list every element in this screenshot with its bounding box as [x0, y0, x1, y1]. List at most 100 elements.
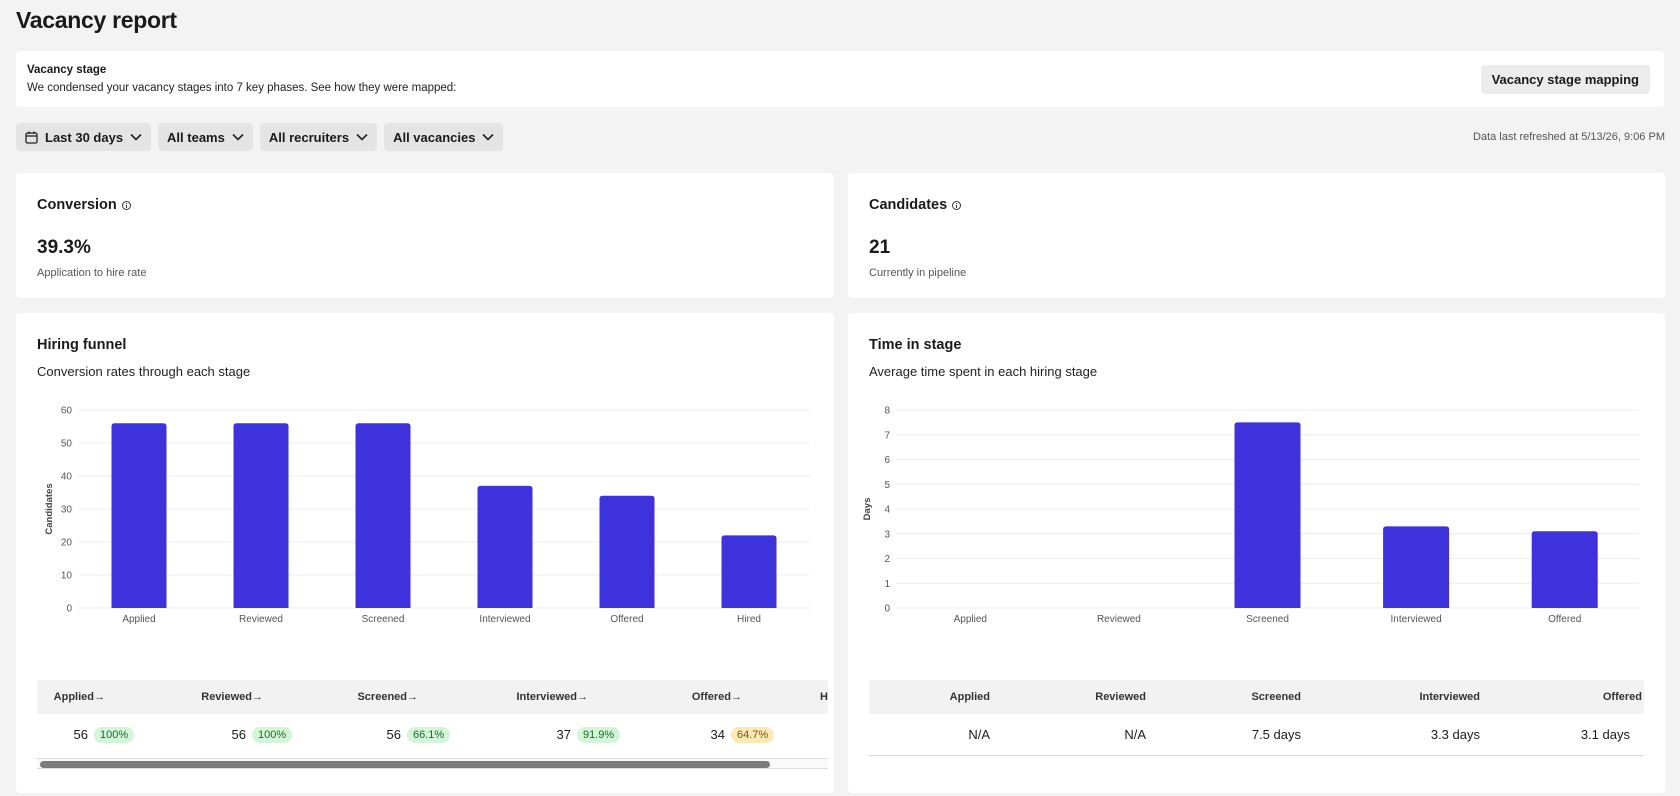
column-header-interviewed: Interviewed: [1419, 691, 1480, 703]
column-header-h: H: [820, 691, 828, 703]
vacancy-stage-mapping-button[interactable]: Vacancy stage mapping: [1480, 65, 1650, 94]
y-tick-label: 5: [884, 480, 890, 491]
calendar-icon: [25, 131, 38, 144]
bar-interviewed: [477, 485, 533, 608]
page-title: Vacancy report: [16, 7, 177, 33]
info-icon[interactable]: [952, 200, 962, 210]
chevron-down-icon: [356, 133, 368, 141]
y-tick-label: 7: [884, 430, 890, 441]
x-tick-label: Applied: [954, 614, 987, 625]
conversion-title: Conversion: [37, 197, 117, 213]
teams-filter[interactable]: All teams: [158, 123, 253, 151]
data-refreshed-text: Data last refreshed at 5/13/26, 9:06 PM: [1472, 131, 1665, 143]
y-tick-label: 40: [61, 472, 73, 483]
y-tick-label: 0: [884, 604, 890, 615]
recruiters-filter[interactable]: All recruiters: [259, 123, 378, 151]
vacancy-stage-banner: Vacancy stage We condensed your vacancy …: [16, 51, 1664, 107]
time-table-header: Applied Reviewed Screened Interviewed Offere…: [869, 680, 1644, 714]
horizontal-scrollbar[interactable]: [37, 758, 828, 769]
column-header-screened: Screened: [1251, 691, 1301, 703]
time-in-stage-title: Time in stage: [869, 337, 962, 353]
conversion-rate-cell: 100%: [252, 714, 322, 755]
arrow-icon: →: [577, 691, 588, 703]
bar-offered: [599, 495, 655, 608]
y-tick-label: 0: [66, 604, 72, 615]
conversion-rate-cell: 66.1%: [407, 714, 482, 755]
bar-applied: [111, 423, 167, 608]
time-in-stage-table: Applied Reviewed Screened Interviewed Offere…: [869, 680, 1644, 756]
count-cell: [810, 714, 828, 755]
table-row: N/A N/A 7.5 days 3.3 days 3.1 days: [869, 714, 1644, 755]
funnel-table-header: Applied → Reviewed → Screened → Interviewed → Of…: [37, 680, 828, 714]
table-row: 56 100% 56 100% 56 66.1% 37 91.9% 34 64.7%: [37, 714, 828, 755]
conversion-subtitle: Application to hire rate: [37, 267, 147, 279]
banner-title: Vacancy stage: [27, 64, 107, 76]
column-header-interviewed: Interviewed: [516, 691, 577, 703]
scrollbar-thumb[interactable]: [40, 761, 770, 768]
y-tick-label: 60: [61, 406, 73, 417]
y-tick-label: 30: [61, 505, 73, 516]
date-range-filter[interactable]: Last 30 days: [16, 123, 152, 151]
conversion-rate-badge: 91.9%: [577, 727, 621, 743]
time-cell: 3.1 days: [1580, 726, 1630, 742]
y-tick-label: 50: [61, 439, 73, 450]
candidates-title-wrap: Candidates: [869, 197, 962, 213]
y-tick-label: 8: [884, 406, 890, 417]
x-tick-label: Interviewed: [479, 614, 530, 625]
bar-reviewed: [233, 423, 289, 608]
time-cell: 3.3 days: [1430, 726, 1480, 742]
column-header-applied: Applied: [949, 691, 990, 703]
conversion-rate-cell: 64.7%: [731, 714, 810, 755]
chevron-down-icon: [130, 133, 142, 141]
candidates-title: Candidates: [869, 197, 948, 213]
conversion-rate-cell: 100%: [94, 714, 172, 755]
bar-interviewed: [1383, 526, 1450, 608]
info-icon[interactable]: [121, 200, 131, 210]
x-tick-label: Applied: [122, 614, 155, 625]
candidates-card: Candidates 21 Currently in pipeline: [848, 173, 1665, 298]
time-in-stage-card: Time in stage Average time spent in each…: [848, 313, 1665, 793]
teams-label: All teams: [167, 129, 225, 145]
hiring-funnel-chart: 0 10 20 30 40 50 60 Candidates Applied Reviewed Sc…: [44, 406, 810, 625]
hiring-funnel-subtitle: Conversion rates through each stage: [37, 364, 251, 379]
vacancies-label: All vacancies: [393, 129, 476, 145]
candidates-subtitle: Currently in pipeline: [869, 267, 967, 279]
y-tick-label: 6: [884, 455, 890, 466]
chevron-down-icon: [482, 133, 495, 141]
y-tick-label: 3: [884, 529, 890, 540]
x-tick-label: Screened: [362, 614, 405, 625]
count-cell: 37: [556, 727, 571, 742]
recruiters-label: All recruiters: [268, 129, 350, 145]
hiring-funnel-card: Hiring funnel Conversion rates through e…: [16, 313, 834, 793]
time-cell: N/A: [968, 726, 990, 742]
column-header-offered: Offered: [1602, 691, 1642, 703]
x-tick-label: Offered: [1548, 614, 1581, 625]
filter-bar: Last 30 days All teams All recruiters Al…: [16, 123, 504, 151]
y-tick-label: 2: [884, 554, 890, 565]
bar-screened: [355, 423, 411, 608]
y-tick-label: 4: [884, 505, 890, 516]
x-tick-label: Reviewed: [239, 614, 283, 625]
conversion-title-wrap: Conversion: [37, 197, 131, 213]
x-tick-label: Hired: [737, 614, 761, 625]
hiring-funnel-title: Hiring funnel: [37, 337, 127, 353]
y-tick-label: 1: [884, 579, 890, 590]
x-tick-label: Interviewed: [1391, 614, 1442, 625]
x-tick-label: Reviewed: [1097, 614, 1141, 625]
conversion-card: Conversion 39.3% Application to hire rat…: [16, 173, 834, 298]
x-tick-label: Offered: [610, 614, 643, 625]
candidates-value: 21: [869, 237, 891, 258]
vacancies-filter[interactable]: All vacancies: [384, 123, 504, 151]
chevron-down-icon: [232, 133, 244, 141]
arrow-icon: →: [94, 691, 105, 703]
column-header-applied: Applied: [53, 691, 94, 703]
time-cell: 7.5 days: [1251, 726, 1301, 742]
count-cell: 56: [386, 727, 401, 742]
conversion-rate-cell: 91.9%: [577, 714, 650, 755]
y-tick-label: 10: [61, 571, 73, 582]
bar-screened: [1234, 422, 1301, 608]
count-cell: 56: [231, 727, 246, 742]
count-cell: 56: [73, 727, 88, 742]
time-in-stage-subtitle: Average time spent in each hiring stage: [869, 364, 1098, 379]
conversion-rate-badge: 100%: [252, 727, 293, 743]
